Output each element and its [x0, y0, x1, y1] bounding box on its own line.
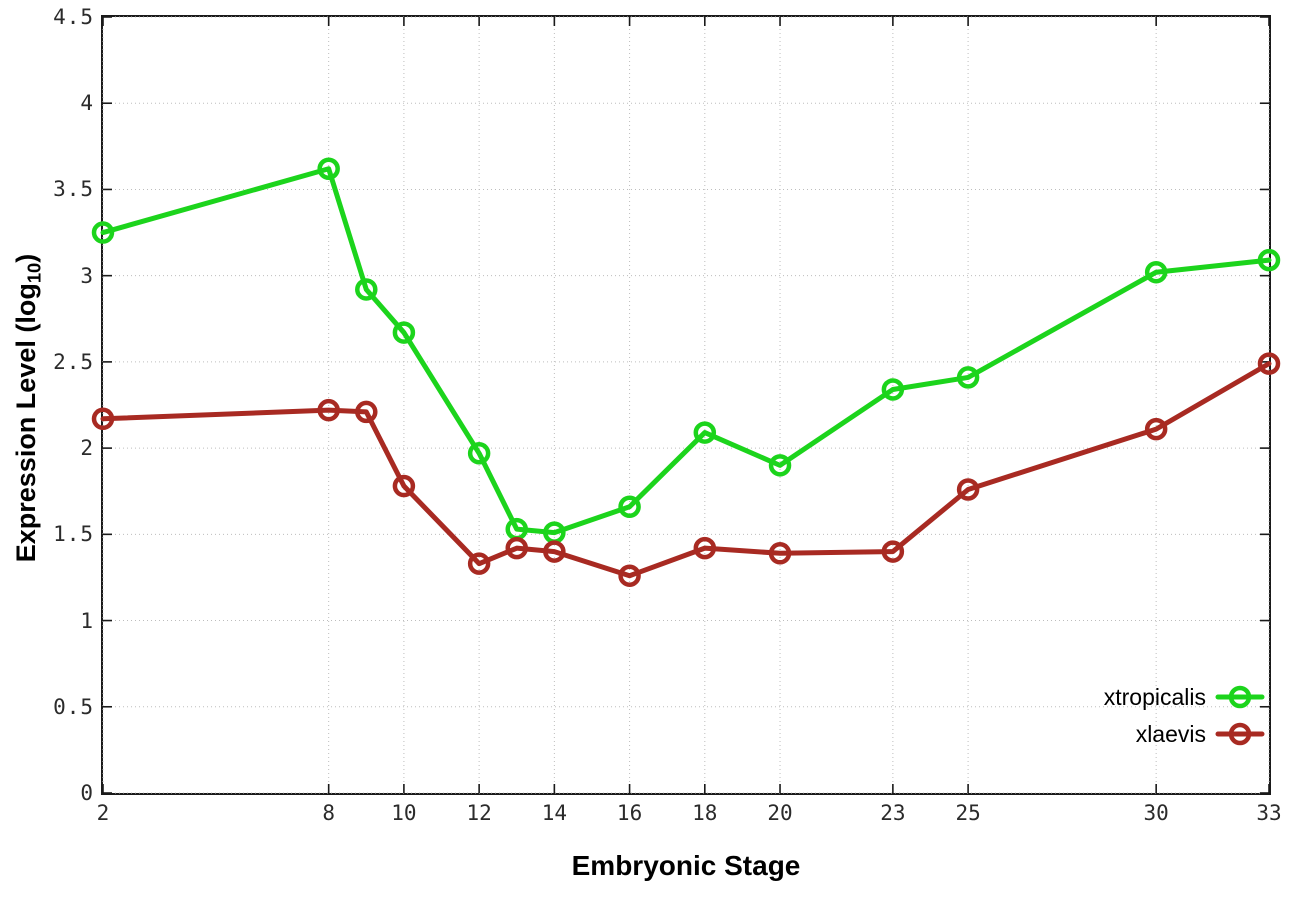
legend-label: xtropicalis: [1103, 683, 1206, 710]
data-point-xtropicalis: [1144, 260, 1168, 284]
x-tick-label: 23: [880, 801, 906, 825]
data-point-xlaevis: [1144, 417, 1168, 441]
series-line-xlaevis: [100, 361, 1272, 579]
data-point-xlaevis: [317, 398, 340, 422]
x-tick-label: 20: [767, 801, 793, 825]
data-point-xtropicalis: [91, 221, 115, 244]
plot-area: [91, 15, 1281, 795]
data-point-xtropicalis: [768, 454, 792, 477]
data-point-xlaevis: [1257, 352, 1281, 375]
data-point-xtropicalis: [956, 366, 980, 389]
data-point-xtropicalis: [1257, 248, 1281, 272]
legend-marker-xtropicalis: [1215, 685, 1265, 709]
x-tick-label: 8: [322, 801, 335, 825]
x-tick-label: 2: [96, 801, 110, 825]
y-tick-label: 2: [80, 436, 94, 461]
x-tick-label: 30: [1143, 801, 1169, 825]
legend-item-xtropicalis: xtropicalis: [1103, 682, 1265, 712]
legend-marker-xlaevis: [1215, 722, 1265, 746]
x-tick-label: 12: [466, 801, 492, 825]
y-tick-label: 1.5: [53, 522, 94, 547]
data-point-xlaevis: [505, 536, 528, 560]
data-point-xtropicalis: [618, 495, 641, 518]
y-tick-label: 4: [80, 91, 94, 116]
data-point-xtropicalis: [355, 278, 378, 301]
data-point-xlaevis: [392, 474, 416, 498]
data-point-xlaevis: [91, 407, 115, 431]
y-tick-label: 2.5: [53, 349, 94, 374]
data-point-xlaevis: [355, 400, 378, 424]
data-point-xtropicalis: [317, 157, 340, 181]
y-tick-label: 0: [80, 781, 94, 805]
y-tick-label: 3.5: [53, 177, 94, 202]
x-tick-label: 14: [541, 801, 567, 825]
data-point-xtropicalis: [392, 321, 416, 344]
data-point-xlaevis: [618, 564, 641, 587]
y-axis-title-suffix: ): [10, 253, 41, 263]
y-tick-label: 0.5: [53, 694, 94, 719]
x-axis-title: Embryonic Stage: [571, 850, 801, 881]
data-point-xlaevis: [881, 540, 905, 563]
x-tick-label: 10: [391, 801, 417, 825]
series-line-xtropicalis: [100, 166, 1272, 536]
y-tick-label: 3: [80, 263, 94, 288]
data-point-xlaevis: [956, 478, 980, 501]
legend-label: xlaevis: [1135, 720, 1206, 747]
x-tick-label: 25: [955, 801, 981, 825]
data-point-xtropicalis: [693, 421, 717, 444]
data-point-xlaevis: [693, 536, 717, 560]
y-tick-label: 4.5: [53, 5, 94, 29]
x-tick-label: 18: [692, 801, 718, 825]
legend-item-xlaevis: xlaevis: [1135, 719, 1265, 749]
x-tick-label: 16: [616, 801, 643, 825]
y-axis-title: Expression Level (log10): [11, 254, 46, 563]
data-point-xlaevis: [768, 542, 792, 565]
data-point-xtropicalis: [881, 378, 905, 401]
data-point-xlaevis: [543, 540, 566, 563]
x-tick-label: 33: [1256, 801, 1282, 825]
data-point-xlaevis: [467, 552, 491, 575]
data-point-xtropicalis: [467, 442, 491, 465]
y-axis-title-text: Expression Level (log: [10, 283, 41, 563]
legend: xtropicalis xlaevis: [1103, 682, 1265, 749]
y-tick-label: 1: [80, 608, 94, 633]
